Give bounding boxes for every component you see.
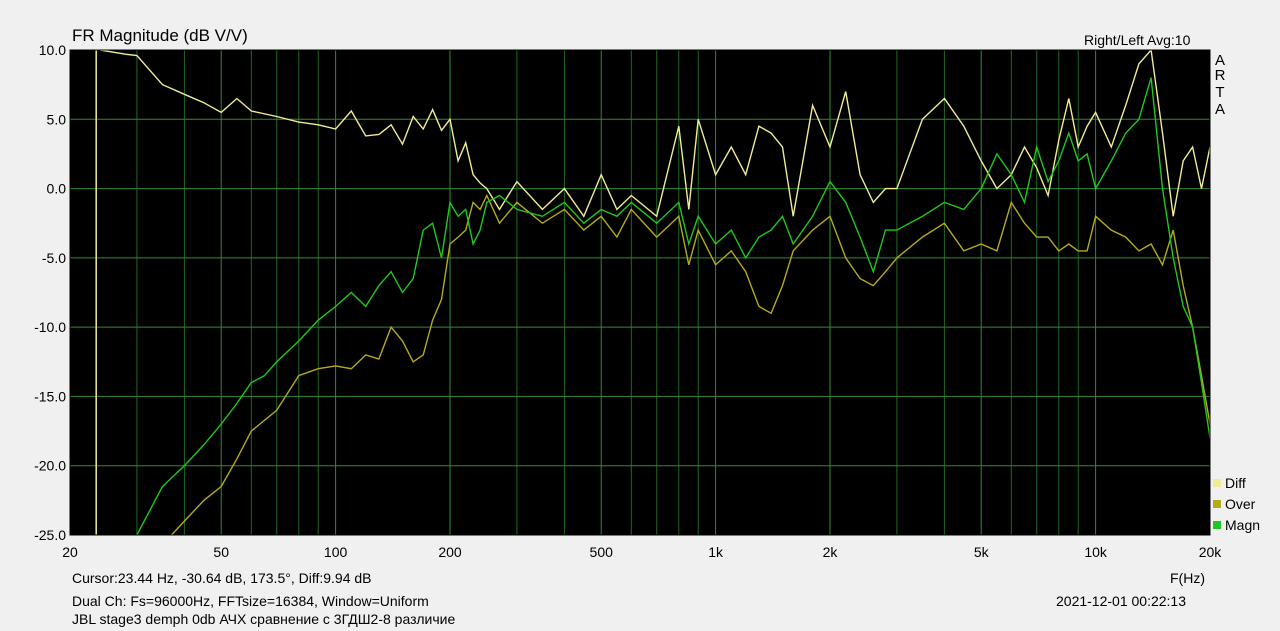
x-axis-unit-label: F(Hz) xyxy=(1170,570,1205,586)
measurement-description: JBL stage3 demph 0db АЧХ сравнение с 3ГД… xyxy=(72,611,456,627)
legend-item-over: Over xyxy=(1213,496,1255,512)
legend-label-over: Over xyxy=(1225,496,1256,512)
arta-logo-letter: A xyxy=(1214,52,1225,69)
legend-swatch-diff xyxy=(1213,479,1221,487)
y-tick-label: 5.0 xyxy=(47,111,67,127)
series-line-diff xyxy=(99,50,1210,218)
y-tick-label: 0.0 xyxy=(47,181,67,197)
legend-swatch-magn xyxy=(1213,521,1221,529)
y-tick-label: 10.0 xyxy=(39,42,66,58)
x-tick-label: 200 xyxy=(438,544,462,560)
legend-label-diff: Diff xyxy=(1225,475,1246,491)
series-line-magn xyxy=(136,77,1210,535)
arta-logo-letter: R xyxy=(1214,67,1226,84)
legend-item-magn: Magn xyxy=(1213,517,1260,533)
measurement-datetime: 2021-12-01 00:22:13 xyxy=(1056,593,1186,609)
x-tick-label: 2k xyxy=(823,544,839,560)
x-tick-label: 500 xyxy=(590,544,614,560)
y-tick-label: -20.0 xyxy=(34,458,66,474)
x-tick-label: 1k xyxy=(708,544,724,560)
x-tick-label: 10k xyxy=(1084,544,1108,560)
x-tick-label: 100 xyxy=(324,544,348,560)
plot-area xyxy=(70,50,1210,535)
legend-swatch-over xyxy=(1213,500,1221,508)
arta-logo-letter: T xyxy=(1215,84,1225,101)
arta-logo-letter: A xyxy=(1214,101,1225,118)
plot-frame xyxy=(69,49,1211,536)
y-tick-label: -5.0 xyxy=(42,250,66,266)
x-tick-label: 50 xyxy=(213,544,229,560)
measurement-settings: Dual Ch: Fs=96000Hz, FFTsize=16384, Wind… xyxy=(72,593,429,609)
series-line-over xyxy=(170,193,1210,535)
x-tick-label: 20 xyxy=(62,544,78,560)
legend-label-magn: Magn xyxy=(1225,517,1261,533)
y-tick-label: -25.0 xyxy=(34,527,66,543)
channel-avg-label: Right/Left Avg:10 xyxy=(1084,32,1191,48)
x-tick-label: 20k xyxy=(1199,544,1223,560)
cursor-readout: Cursor:23.44 Hz, -30.64 dB, 173.5°, Diff… xyxy=(72,570,372,586)
chart-title: FR Magnitude (dB V/V) xyxy=(72,26,248,45)
y-tick-label: -15.0 xyxy=(34,388,66,404)
legend-item-diff: Diff xyxy=(1213,475,1246,491)
y-tick-label: -10.0 xyxy=(34,319,66,335)
x-tick-label: 5k xyxy=(974,544,990,560)
